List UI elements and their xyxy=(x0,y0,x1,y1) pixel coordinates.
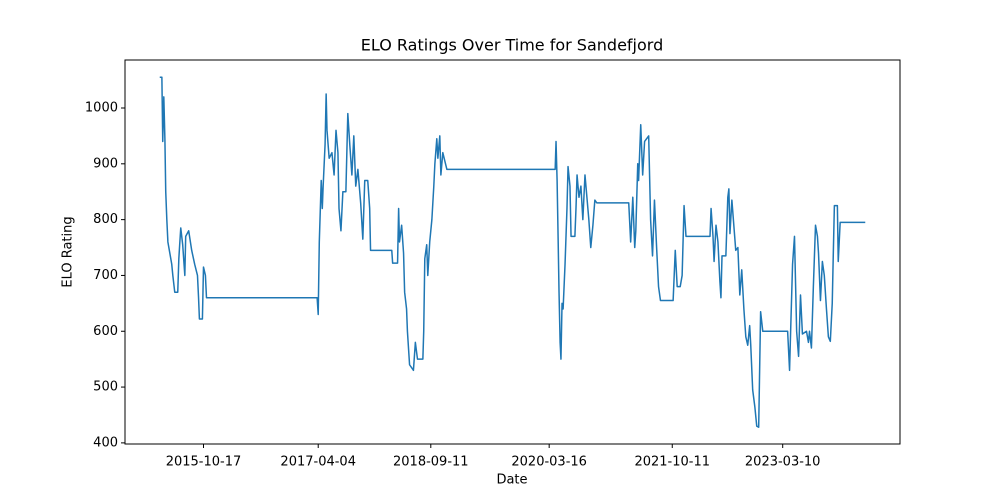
x-tick-label: 2023-03-10 xyxy=(745,455,821,470)
x-tick-label: 2017-04-04 xyxy=(280,455,356,470)
x-tick-label: 2018-09-11 xyxy=(393,455,469,470)
chart-title: ELO Ratings Over Time for Sandefjord xyxy=(361,36,663,55)
y-axis-label: ELO Rating xyxy=(61,216,76,287)
y-tick-label: 600 xyxy=(93,324,118,339)
x-tick-label: 2015-10-17 xyxy=(166,455,242,470)
x-tick-label: 2020-03-16 xyxy=(511,455,587,470)
y-tick-label: 900 xyxy=(93,156,118,171)
y-tick-label: 800 xyxy=(93,212,118,227)
x-axis-label: Date xyxy=(496,473,527,488)
y-tick-label: 400 xyxy=(93,435,118,450)
x-tick-label: 2021-10-11 xyxy=(634,455,710,470)
y-tick-label: 1000 xyxy=(85,101,118,116)
y-tick-label: 700 xyxy=(93,268,118,283)
plot-frame xyxy=(124,59,901,445)
y-tick-label: 500 xyxy=(93,380,118,395)
data-line xyxy=(159,76,866,429)
